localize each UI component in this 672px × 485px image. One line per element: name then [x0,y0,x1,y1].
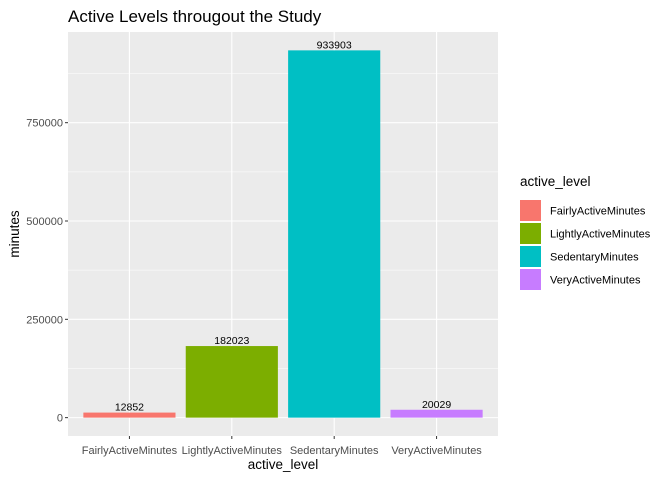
data-label: 12852 [115,402,144,414]
legend: active_level FairlyActiveMinutes LightlyA… [520,174,651,290]
x-tick-label: LightlyActiveMinutes [182,445,283,457]
y-tick-label: 250000 [26,314,63,326]
data-label: 182023 [214,335,249,347]
legend-label: VeryActiveMinutes [550,275,641,287]
legend-key [520,269,541,290]
x-tick-label: SedentaryMinutes [290,445,379,457]
y-tick-label: 750000 [26,118,63,130]
y-axis: 0 250000 500000 750000 [26,118,68,425]
plot-panel [68,32,498,436]
x-tick-label: FairlyActiveMinutes [82,445,178,457]
y-tick-label: 500000 [26,216,63,228]
minor-gridlines [68,73,498,369]
bar [390,409,483,418]
data-label: 933903 [317,39,352,51]
chart-title: Active Levels througout the Study [68,7,322,26]
legend-label: FairlyActiveMinutes [550,206,646,218]
legend-label: SedentaryMinutes [550,252,639,264]
legend-key [520,223,541,244]
bar [83,412,176,418]
data-label: 20029 [422,399,451,411]
bar [185,346,278,418]
x-axis: FairlyActiveMinutes LightlyActiveMinutes S… [82,436,482,457]
legend-key [520,246,541,267]
y-axis-title: minutes [7,210,22,258]
x-axis-title: active_level [248,457,319,472]
legend-key [520,200,541,221]
bar [288,50,381,418]
legend-label: LightlyActiveMinutes [550,229,651,241]
bars [83,50,483,418]
x-tick-label: VeryActiveMinutes [391,445,482,457]
legend-title: active_level [520,174,591,189]
y-tick-label: 0 [57,413,63,425]
data-labels: 12852 182023 933903 20029 [115,39,452,413]
